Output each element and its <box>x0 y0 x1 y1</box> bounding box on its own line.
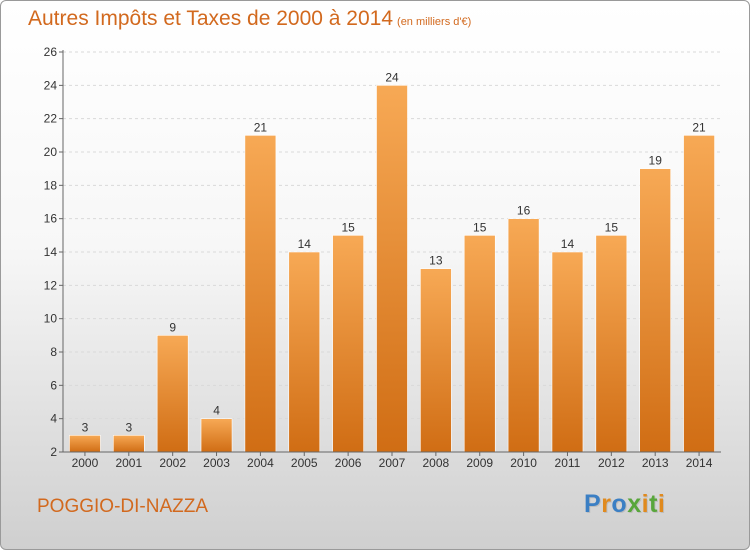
x-tick-label: 2002 <box>159 456 186 470</box>
y-tick-label: 2 <box>50 445 57 459</box>
axes <box>59 50 721 456</box>
commune-name: POGGIO-DI-NAZZA <box>37 496 208 517</box>
x-tick-label: 2008 <box>423 456 450 470</box>
x-tick-label: 2012 <box>598 456 625 470</box>
data-label: 21 <box>254 120 268 134</box>
data-label: 14 <box>298 237 312 251</box>
y-tick-label: 18 <box>44 178 58 192</box>
chart-title-text: Autres Impôts et Taxes de 2000 à 2014 <box>28 7 394 30</box>
data-label: 13 <box>429 254 443 268</box>
bar <box>683 135 715 453</box>
data-label: 24 <box>385 70 399 84</box>
data-label: 15 <box>473 220 487 234</box>
data-label: 3 <box>125 420 132 434</box>
x-tick-label: 2004 <box>247 456 274 470</box>
brand-letter: r <box>601 490 612 518</box>
bar <box>551 251 584 453</box>
x-tick-label: 2011 <box>555 456 581 470</box>
y-tick-label: 10 <box>44 312 58 326</box>
x-tick-label: 2005 <box>291 456 318 470</box>
labels: 2468101214161820222426320003200192002420… <box>44 45 713 470</box>
y-tick-label: 12 <box>44 278 58 292</box>
data-label: 19 <box>649 154 663 168</box>
data-label: 3 <box>82 420 89 434</box>
brand-letter: i <box>657 490 666 518</box>
x-tick-label: 2014 <box>686 456 713 470</box>
data-label: 14 <box>561 237 575 251</box>
bar <box>156 335 189 453</box>
x-tick-label: 2009 <box>466 456 493 470</box>
x-tick-label: 2013 <box>642 456 669 470</box>
x-tick-label: 2003 <box>203 456 230 470</box>
chart-unit: (en milliers d'€) <box>397 16 472 28</box>
data-label: 21 <box>692 120 706 134</box>
x-tick-label: 2000 <box>72 456 99 470</box>
y-tick-label: 24 <box>44 78 58 92</box>
bar <box>595 235 628 453</box>
data-label: 15 <box>341 220 355 234</box>
bar <box>463 235 496 453</box>
bar <box>332 235 364 453</box>
brand-logo: Proxiti <box>584 490 665 519</box>
bar <box>113 435 145 453</box>
x-tick-label: 2010 <box>510 456 537 470</box>
data-label: 4 <box>213 404 220 418</box>
x-tick-label: 2007 <box>379 456 406 470</box>
bar <box>200 418 233 453</box>
bar <box>507 218 540 453</box>
data-label: 9 <box>169 320 176 334</box>
brand-letter: t <box>649 490 658 518</box>
y-tick-label: 14 <box>44 245 58 259</box>
brand-letter: i <box>641 490 650 518</box>
x-tick-label: 2006 <box>335 456 362 470</box>
y-tick-label: 6 <box>50 378 57 392</box>
y-tick-label: 20 <box>44 145 58 159</box>
bar <box>288 251 321 453</box>
bar <box>244 135 277 453</box>
data-label: 15 <box>605 220 619 234</box>
bar <box>376 85 408 453</box>
y-tick-label: 26 <box>44 45 58 59</box>
bar <box>69 435 101 453</box>
y-tick-label: 4 <box>50 412 57 426</box>
brand-letter: o <box>611 490 628 518</box>
y-tick-label: 8 <box>50 345 57 359</box>
brand-letter: x <box>627 490 642 518</box>
brand-letter: P <box>584 490 602 518</box>
bar <box>420 268 452 453</box>
bar <box>639 168 672 453</box>
x-tick-label: 2001 <box>115 456 142 470</box>
y-tick-label: 16 <box>44 212 58 226</box>
bars <box>69 85 715 453</box>
data-label: 16 <box>517 204 531 218</box>
y-tick-label: 22 <box>44 112 58 126</box>
chart-title: Autres Impôts et Taxes de 2000 à 2014 (en… <box>28 7 471 31</box>
